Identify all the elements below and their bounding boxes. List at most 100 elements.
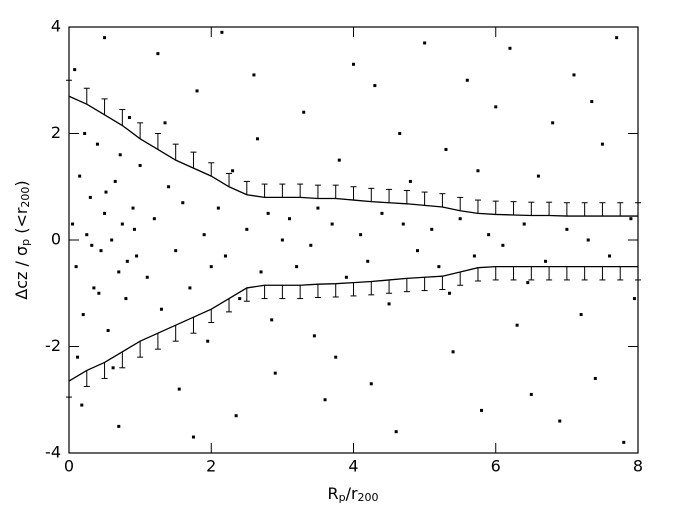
scatter-point [280,238,284,242]
label-part: 200 [19,187,32,208]
error-bar [368,187,375,202]
y-tick-label: 0 [51,230,61,249]
scatter-point [104,190,108,194]
scatter-point [83,132,87,135]
error-bar [617,266,624,281]
scatter-point [111,366,115,370]
error-bar [190,151,197,169]
error-bar [510,266,517,281]
scatter-point [103,211,107,215]
scatter-point [92,286,96,290]
error-bar [314,284,321,299]
error-bar [563,202,570,217]
plot-frame [68,26,639,454]
error-bar [154,333,161,350]
scatter-point [458,217,462,221]
scatter-point [223,254,227,258]
y-tick-label: -2 [45,336,61,355]
scatter-point [80,403,84,407]
scatter-point [487,233,491,237]
error-bar [119,351,126,369]
scatter-point [252,73,256,77]
error-bar [581,202,588,217]
scatter-point [593,376,597,380]
scatter-point [74,265,78,269]
scatter-point [220,30,224,34]
y-tick-label: -4 [45,443,61,462]
scatter-point [526,281,530,285]
scatter-point [95,142,99,146]
error-bar [528,201,535,216]
scatter-point [152,217,156,221]
scatter-point [270,318,274,322]
error-bar [492,200,499,215]
error-bar [635,266,641,281]
scatter-point [600,142,604,146]
error-bar [297,183,304,198]
scatter-point [366,259,370,263]
scatter-point [159,307,163,311]
scatter-point [234,414,238,418]
error-bar [83,370,90,387]
scatter-point [76,355,80,359]
x-tick-label: 0 [64,457,74,476]
error-bar [314,184,321,199]
scatter-point [448,291,452,295]
error-bar [474,267,481,282]
error-bar [492,266,499,281]
error-bar [332,283,339,298]
scatter-point [629,217,633,221]
scatter-point [132,227,136,231]
scatter-point [245,227,249,231]
scatter-point [416,249,420,253]
x-tick-label: 2 [206,457,216,476]
scatter-point [558,419,562,423]
scatter-point [125,259,129,263]
scatter-point [622,440,626,444]
scatter-point [287,217,291,221]
scatter-point [156,52,160,56]
scatter-point [117,270,121,274]
scatter-point [437,265,441,269]
x-axis-label: Rp/r200 [327,484,378,504]
x-tick-label: 8 [633,457,643,476]
scatter-point [337,158,341,162]
error-bar [457,196,464,211]
label-part: p [19,239,32,246]
scatter-point [78,174,82,178]
error-bar [261,183,268,198]
scatter-point [124,297,128,301]
scatter-point [430,227,434,231]
scatter-point [408,179,412,183]
scatter-point [181,201,185,205]
scatter-point [387,302,391,306]
scatter-point [188,286,192,290]
scatter-point [312,334,316,338]
error-bar [474,199,481,214]
scatter-point [174,249,178,253]
error-bar [332,184,339,199]
error-bar [581,266,588,281]
scatter-point [177,387,181,391]
label-part: (<r [12,207,31,239]
scatter-point [238,297,242,301]
scatter-point [231,169,235,173]
label-part: 200 [358,491,379,504]
scatter-point [323,398,327,402]
error-bar [137,122,144,139]
scatter-point [515,323,519,327]
scatter-point [216,206,220,210]
scatter-point [632,297,636,301]
error-bar [635,202,641,217]
error-bar [457,271,464,286]
scatter-point [163,121,167,125]
error-bar [66,79,72,97]
scatter-point [522,222,526,226]
error-bar [403,278,410,293]
scatter-point [99,249,103,253]
scatter-point [334,355,338,359]
scatter-point [195,89,199,93]
error-bar [297,285,304,300]
error-bar [172,143,179,161]
